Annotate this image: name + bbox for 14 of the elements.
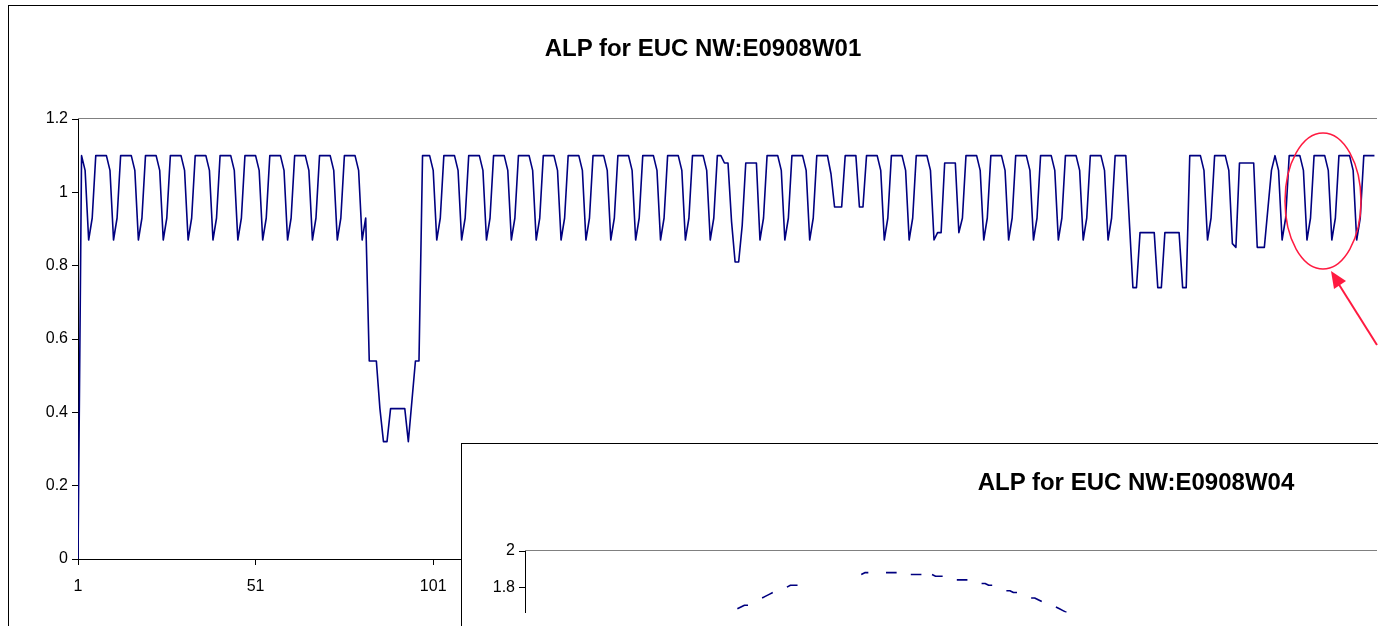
chart-title: ALP for EUC NW:E0908W04 xyxy=(977,468,1295,496)
chart-title: ALP for EUC NW:E0908W01 xyxy=(544,34,862,62)
y-tick-label: 2 xyxy=(506,541,516,559)
y-tick-label: 0.4 xyxy=(45,402,69,420)
y-tick-label: 1.2 xyxy=(45,109,69,127)
y-tick-label: 1.8 xyxy=(492,577,516,595)
y-tick-label: 0 xyxy=(59,549,69,567)
y-tick-label: 0.8 xyxy=(45,256,69,274)
y-tick-label: 0.6 xyxy=(45,329,69,347)
y-tick-label: 0.2 xyxy=(45,476,69,494)
x-tick-label: 101 xyxy=(419,577,447,595)
y-tick-label: 1 xyxy=(59,182,69,200)
x-tick-label: 1 xyxy=(73,577,83,595)
x-tick-label: 51 xyxy=(246,577,265,595)
